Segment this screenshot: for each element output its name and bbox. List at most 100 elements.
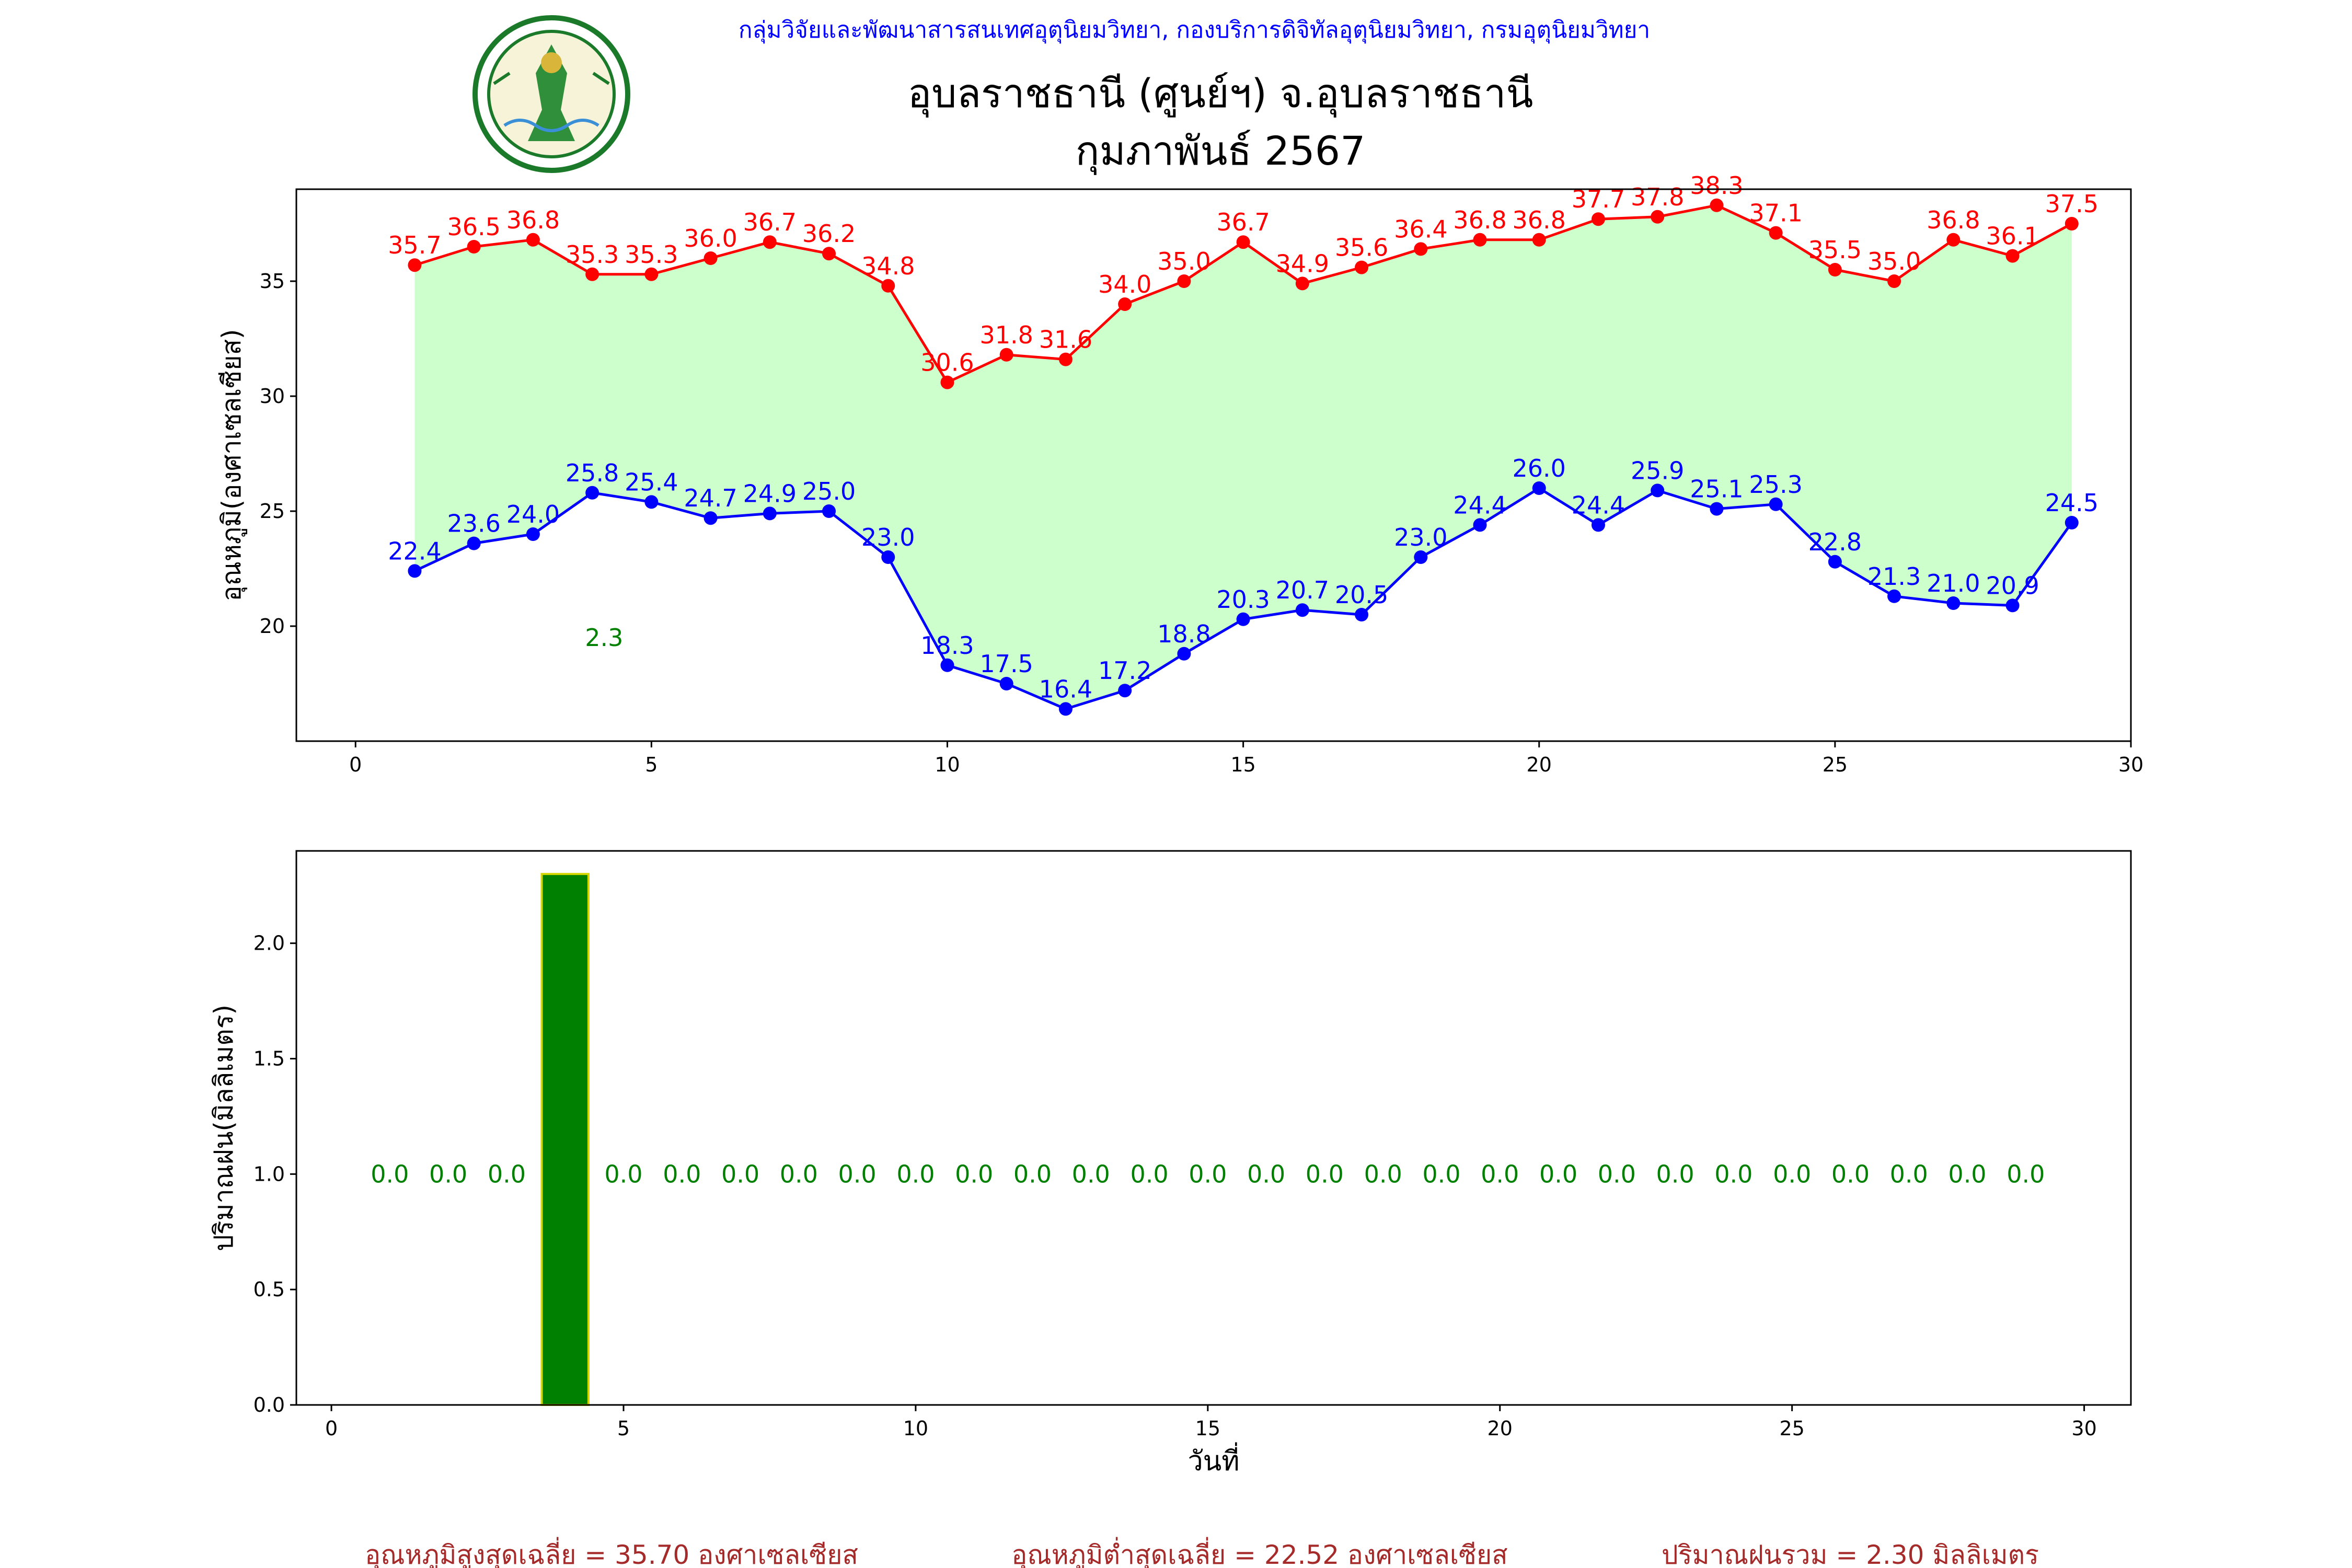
data-label-min: 18.8 xyxy=(1157,620,1210,648)
data-label-max: 34.9 xyxy=(1276,249,1329,278)
point-min xyxy=(1591,518,1605,532)
point-min xyxy=(704,511,718,525)
rain-data-label: 0.0 xyxy=(1130,1160,1168,1188)
rain-data-label: 0.0 xyxy=(955,1160,993,1188)
rain-data-label: 0.0 xyxy=(1890,1160,1928,1188)
rain-data-label: 0.0 xyxy=(1831,1160,1870,1188)
agency-title: กลุ่มวิจัยและพัฒนาสารสนเทศอุตุนิยมวิทยา,… xyxy=(739,17,1650,44)
point-min xyxy=(1177,647,1191,661)
y-tick-label: 0.5 xyxy=(253,1278,285,1301)
data-label-min: 24.7 xyxy=(684,484,737,512)
x-tick-label: 15 xyxy=(1230,753,1255,776)
data-label-min: 25.1 xyxy=(1690,475,1743,503)
data-label-max: 31.8 xyxy=(979,321,1033,349)
point-max xyxy=(999,348,1013,362)
rain-data-label: 0.0 xyxy=(1539,1160,1577,1188)
point-max xyxy=(1058,352,1073,366)
x-axis-label: วันที่ xyxy=(1187,1442,1239,1477)
data-label-min: 24.4 xyxy=(1453,491,1506,519)
data-label-min: 20.3 xyxy=(1216,585,1270,614)
point-max xyxy=(1710,198,1724,212)
data-label-min: 23.0 xyxy=(861,523,915,551)
point-min xyxy=(1355,608,1369,621)
point-max xyxy=(1887,274,1901,288)
rain-data-label: 0.0 xyxy=(1714,1160,1753,1188)
rain-data-label: 0.0 xyxy=(1072,1160,1110,1188)
point-max xyxy=(940,375,954,389)
data-label-max: 35.7 xyxy=(388,231,441,259)
data-label-max: 37.1 xyxy=(1749,199,1802,227)
data-label-max: 37.5 xyxy=(2045,190,2099,218)
y-tick-label: 1.0 xyxy=(253,1162,285,1185)
data-label-max: 35.3 xyxy=(625,240,678,269)
data-label-max: 36.8 xyxy=(506,206,560,234)
point-min xyxy=(1236,612,1250,626)
data-label-min: 24.4 xyxy=(1572,491,1625,519)
data-label-min: 20.5 xyxy=(1335,581,1388,609)
data-label-max: 36.0 xyxy=(684,224,737,252)
rain-data-label: 0.0 xyxy=(429,1160,467,1188)
data-label-max: 35.0 xyxy=(1157,247,1210,275)
summary-min-avg: อุณหภูมิต่ำสุดเฉลี่ย = 22.52 องศาเซลเซีย… xyxy=(1011,1537,1507,1568)
point-max xyxy=(467,240,481,253)
data-label-min: 22.4 xyxy=(388,537,441,565)
point-max xyxy=(1236,235,1250,249)
point-max xyxy=(1355,260,1369,274)
data-label-max: 36.2 xyxy=(802,220,856,248)
rain-data-label: 0.0 xyxy=(1773,1160,1811,1188)
point-max xyxy=(763,235,777,249)
rain-data-label: 0.0 xyxy=(1247,1160,1285,1188)
point-max xyxy=(1414,242,1428,256)
data-label-max: 36.8 xyxy=(1927,206,1980,234)
point-max xyxy=(881,279,895,293)
rain-bar xyxy=(540,873,590,1406)
rain-data-label: 0.0 xyxy=(721,1160,759,1188)
point-max xyxy=(1118,297,1132,311)
rain-data-label: 0.0 xyxy=(896,1160,935,1188)
rain-data-label: 0.0 xyxy=(1189,1160,1227,1188)
data-label-max: 38.3 xyxy=(1690,171,1743,200)
y-tick-label: 35 xyxy=(260,270,285,293)
y-tick-label: 2.0 xyxy=(253,932,285,955)
point-min xyxy=(1828,555,1842,569)
point-max xyxy=(585,267,599,281)
y-tick-label: 30 xyxy=(260,385,285,408)
rain-data-label: 0.0 xyxy=(1364,1160,1402,1188)
point-min xyxy=(1651,483,1665,498)
rain-data-label: 0.0 xyxy=(488,1160,526,1188)
data-label-min: 22.8 xyxy=(1808,528,1862,556)
rain-data-label: 0.0 xyxy=(1598,1160,1636,1188)
data-label-min: 21.3 xyxy=(1867,562,1921,591)
point-max xyxy=(1295,276,1309,291)
point-max xyxy=(408,258,422,272)
rain-data-label: 0.0 xyxy=(371,1160,409,1188)
rain-data-label: 0.0 xyxy=(838,1160,877,1188)
data-label-max: 35.5 xyxy=(1808,236,1862,264)
x-tick-label: 30 xyxy=(2071,1417,2096,1440)
x-tick-label: 15 xyxy=(1195,1417,1220,1440)
temperature-chart: 0 5 10 15 20 25 30 20 25 30 35 อุณหภูมิ(องศาเซลเซีย… xyxy=(216,171,2143,776)
x-tick-label: 30 xyxy=(2118,753,2143,776)
y-axis-label: อุณหภูมิ(องศาเซลเซียส) xyxy=(216,329,247,601)
point-min xyxy=(999,677,1013,690)
data-label-max: 36.8 xyxy=(1513,206,1566,234)
data-label-max: 37.8 xyxy=(1631,183,1684,211)
rain-annotation: 2.3 xyxy=(585,624,623,652)
rain-data-label: 0.0 xyxy=(663,1160,701,1188)
rain-data-label: 0.0 xyxy=(1656,1160,1694,1188)
department-logo xyxy=(472,15,630,173)
x-tick-label: 20 xyxy=(1527,753,1552,776)
data-label-max: 36.5 xyxy=(447,213,500,241)
x-tick-label: 25 xyxy=(1823,753,1848,776)
point-min xyxy=(822,504,836,518)
x-tick-label: 5 xyxy=(645,753,658,776)
point-max xyxy=(2065,217,2079,230)
point-min xyxy=(1710,502,1724,516)
point-min xyxy=(644,495,659,509)
x-tick-label: 20 xyxy=(1488,1417,1513,1440)
point-max xyxy=(1177,274,1191,288)
point-min xyxy=(1887,589,1901,603)
data-label-max: 34.0 xyxy=(1098,270,1151,298)
point-min xyxy=(1473,518,1487,532)
